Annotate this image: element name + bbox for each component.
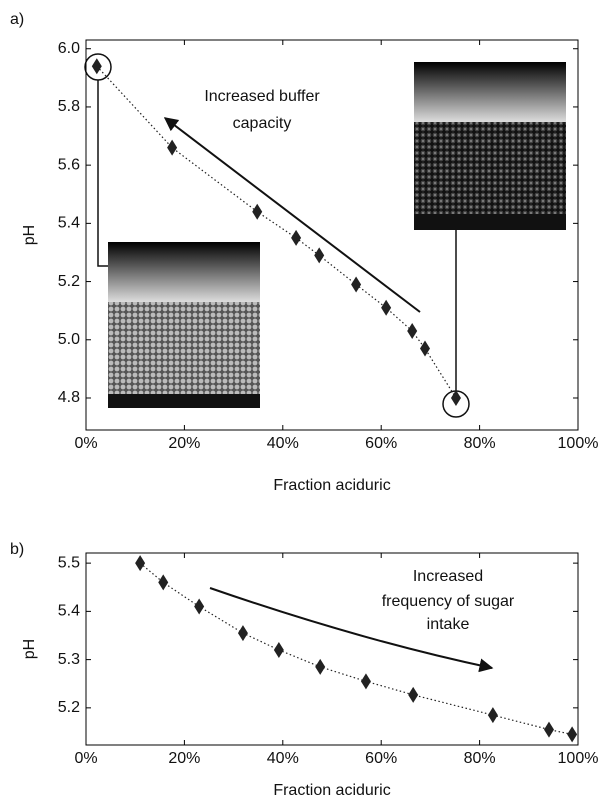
data-point <box>419 340 430 357</box>
panel-label: b) <box>10 541 24 558</box>
x-tick-label: 40% <box>267 750 299 767</box>
plot-frame <box>85 552 579 746</box>
data-point <box>135 555 146 572</box>
x-tick-label: 20% <box>168 435 200 452</box>
data-point <box>252 203 263 220</box>
y-axis-label: pH <box>21 639 38 659</box>
arrow <box>163 117 421 313</box>
connector <box>97 80 108 267</box>
x-tick-label: 80% <box>464 435 496 452</box>
x-tick-label: 60% <box>365 435 397 452</box>
x-tick-label: 100% <box>558 750 599 767</box>
annotation: frequency of sugar <box>382 593 515 610</box>
y-tick-label: 5.8 <box>58 98 80 115</box>
x-tick-label: 20% <box>168 750 200 767</box>
data-point <box>360 673 371 690</box>
annotation: Increased <box>413 568 483 585</box>
y-tick-label: 5.6 <box>58 156 80 173</box>
data-point <box>381 299 392 316</box>
data-point <box>91 58 102 75</box>
y-axis-label: pH <box>21 225 38 245</box>
data-point <box>407 323 418 340</box>
data-point <box>291 229 302 246</box>
data-point <box>408 686 419 703</box>
data-point <box>158 574 169 591</box>
panel-label: a) <box>10 11 24 28</box>
y-tick-label: 5.0 <box>58 331 80 348</box>
data-point <box>167 139 178 156</box>
y-tick-label: 5.5 <box>58 554 80 571</box>
arrow <box>209 587 494 673</box>
series-line <box>96 65 457 399</box>
data-point <box>194 598 205 615</box>
x-axis-label: Fraction aciduric <box>273 782 390 799</box>
x-tick-label: 0% <box>74 750 97 767</box>
inset-a1 <box>108 242 260 408</box>
plot-frame <box>85 39 579 431</box>
data-point <box>351 276 362 293</box>
y-tick-label: 6.0 <box>58 40 80 57</box>
y-tick-label: 5.2 <box>58 273 80 290</box>
data-point <box>543 721 554 738</box>
data-point <box>315 658 326 675</box>
y-tick-label: 4.8 <box>58 389 80 406</box>
data-point <box>314 247 325 264</box>
x-tick-label: 100% <box>558 435 599 452</box>
x-tick-label: 60% <box>365 750 397 767</box>
y-tick-label: 5.4 <box>58 603 80 620</box>
highlight-circle <box>84 53 112 81</box>
data-point <box>237 625 248 642</box>
y-tick-label: 5.4 <box>58 215 80 232</box>
series-line <box>139 562 573 735</box>
x-tick-label: 80% <box>464 750 496 767</box>
data-point <box>487 707 498 724</box>
annotation: capacity <box>233 115 292 132</box>
x-tick-label: 40% <box>267 435 299 452</box>
annotation: Increased buffer <box>204 88 320 105</box>
x-axis-label: Fraction aciduric <box>273 477 390 494</box>
y-tick-label: 5.2 <box>58 699 80 716</box>
inset-a2 <box>414 62 566 230</box>
data-point <box>450 389 461 406</box>
annotation: intake <box>427 616 470 633</box>
data-point <box>567 726 578 743</box>
data-point <box>273 641 284 658</box>
x-tick-label: 0% <box>74 435 97 452</box>
y-tick-label: 5.3 <box>58 651 80 668</box>
